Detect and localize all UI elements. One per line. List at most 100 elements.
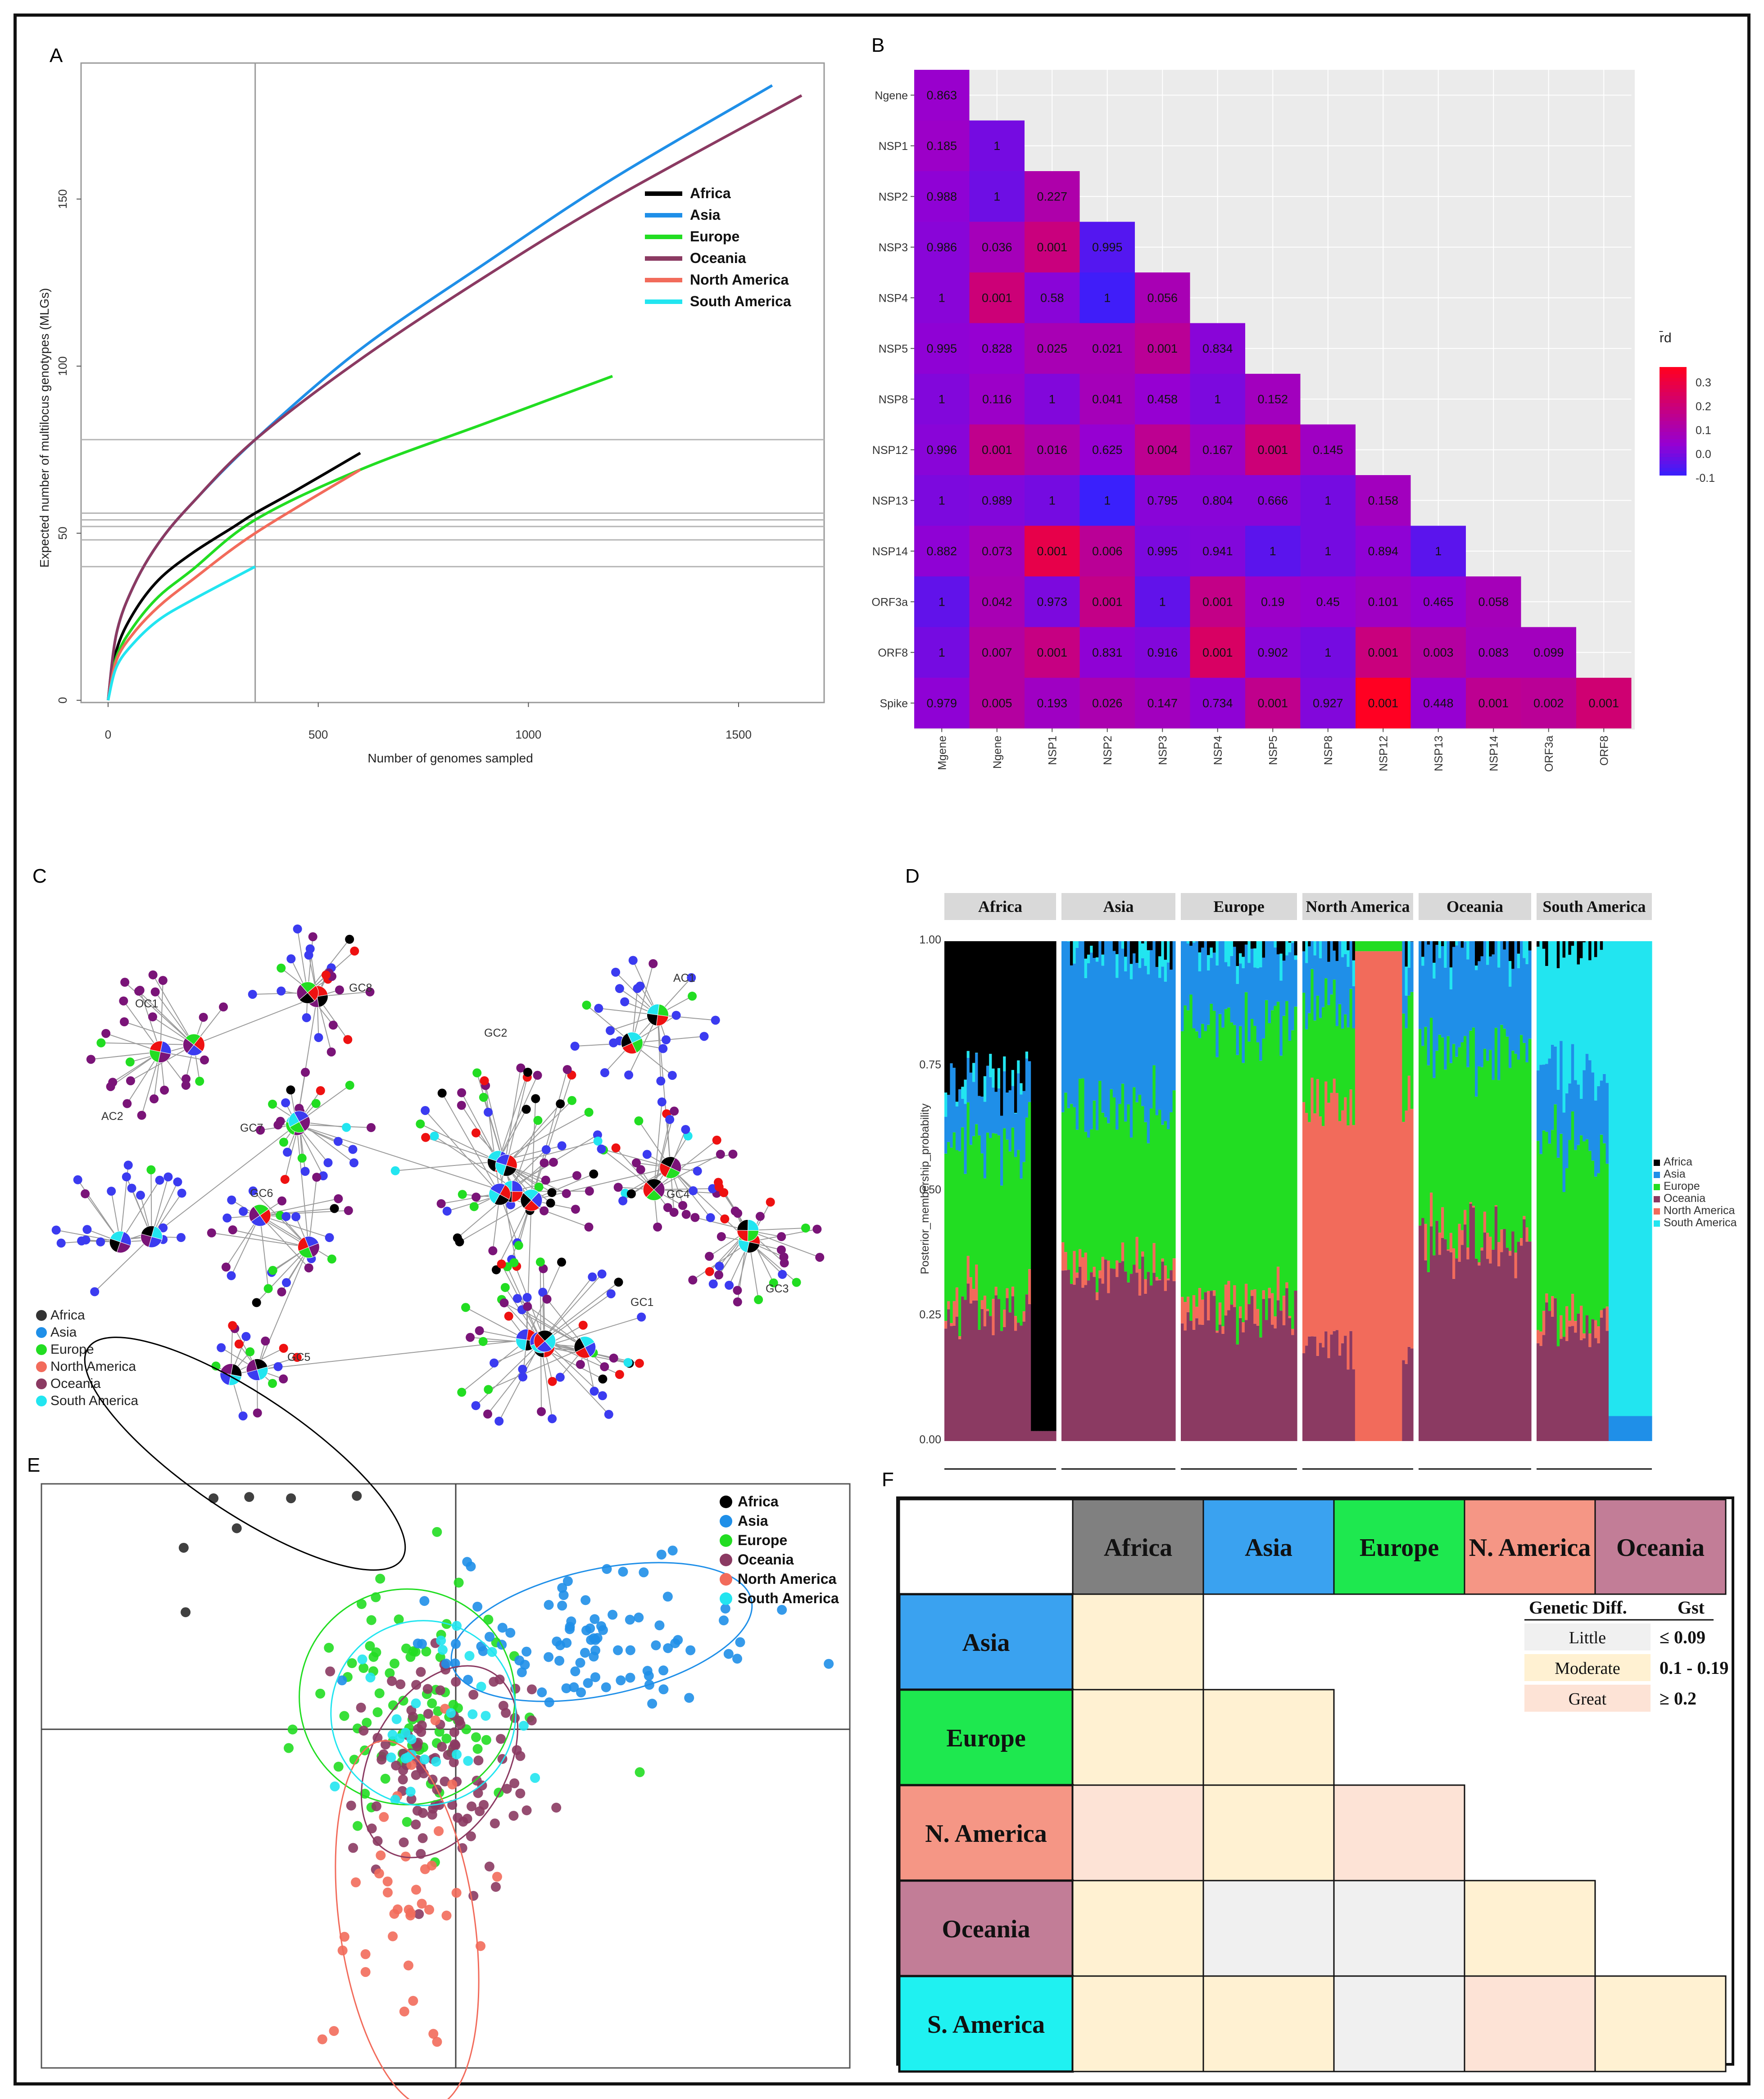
panel-f-gst-cell bbox=[1464, 1975, 1596, 2072]
panel-e-scatter-point bbox=[576, 1687, 586, 1698]
panel-d-bar-segment bbox=[1186, 1312, 1190, 1441]
panel-d-bar-segment bbox=[994, 1287, 998, 1296]
panel-d-bar-segment bbox=[955, 1287, 959, 1317]
panel-d-bar-segment bbox=[1338, 1356, 1342, 1441]
panel-d-bar-segment bbox=[1276, 941, 1280, 955]
panel-d-bar-segment bbox=[1198, 941, 1202, 952]
panel-e-scatter-point bbox=[395, 1679, 406, 1690]
panel-c-network-node bbox=[292, 1353, 302, 1362]
panel-d-bar-segment bbox=[1095, 941, 1099, 957]
panel-d-bar-segment bbox=[1347, 941, 1350, 951]
panel-d-bar-segment bbox=[1568, 1083, 1572, 1140]
panel-c-network-node bbox=[541, 1145, 551, 1154]
panel-b-row-label: NSP2 bbox=[879, 190, 908, 203]
panel-d-bar-segment bbox=[1121, 948, 1125, 1084]
panel-d-bar-segment bbox=[1116, 1277, 1119, 1441]
panel-b-legend-tick: 0.2 bbox=[1696, 400, 1711, 413]
panel-b-cell-value: 0.916 bbox=[1147, 646, 1178, 659]
panel-b-legend-gradient-step bbox=[1660, 410, 1687, 414]
panel-c-network-node bbox=[227, 1271, 236, 1280]
panel-b-cell-value: 0.001 bbox=[982, 443, 1012, 457]
panel-e-scatter-point bbox=[365, 1673, 376, 1683]
panel-d-bar-segment bbox=[983, 1102, 987, 1179]
panel-e-scatter-point bbox=[414, 1909, 424, 1919]
panel-b-heatmap-cell bbox=[1190, 627, 1245, 678]
panel-b-heatmap-cell bbox=[1410, 627, 1466, 678]
panel-d-bar-segment bbox=[975, 1053, 978, 1124]
panel-b-cell-value: 0.666 bbox=[1257, 494, 1288, 507]
panel-e-scatter-point bbox=[434, 1826, 444, 1836]
panel-d-bar-segment bbox=[992, 1299, 995, 1335]
panel-d-bar-segment bbox=[1008, 1312, 1012, 1441]
panel-d-bar-segment bbox=[1486, 1061, 1489, 1233]
panel-d-bar-segment bbox=[1022, 1311, 1026, 1322]
panel-b-heatmap-cell bbox=[1356, 678, 1411, 729]
panel-d-bar-segment bbox=[1158, 1279, 1161, 1280]
panel-a-series-line-europe bbox=[107, 375, 613, 701]
panel-e-scatter-point bbox=[317, 2034, 327, 2045]
panel-d-bar-segment bbox=[969, 1072, 973, 1145]
panel-a-legend-label: Europe bbox=[690, 228, 739, 245]
panel-d-bar-segment bbox=[1233, 947, 1237, 1025]
panel-d-bar-segment bbox=[1305, 1113, 1308, 1346]
panel-c-network-node bbox=[540, 1206, 549, 1215]
panel-b-heatmap-cell bbox=[1025, 475, 1080, 526]
panel-e-scatter-point bbox=[434, 1727, 444, 1737]
panel-d-bar-segment bbox=[1285, 1282, 1289, 1288]
panel-d-bar-segment bbox=[1399, 941, 1402, 952]
panel-d-bar-segment bbox=[1288, 943, 1292, 952]
panel-d-bar-segment bbox=[1605, 1306, 1609, 1331]
panel-f-column-header-label: Europe bbox=[1360, 1534, 1439, 1562]
panel-d-bar-segment bbox=[975, 1265, 978, 1301]
panel-d-bar-segment bbox=[1167, 1280, 1170, 1441]
panel-d-bar-segment bbox=[947, 1095, 950, 1142]
panel-d-bar-segment bbox=[1441, 1207, 1444, 1238]
panel-d-bar-segment bbox=[1333, 1079, 1336, 1331]
panel-d-bar-segment bbox=[1528, 1038, 1532, 1242]
panel-d-bar-segment bbox=[1497, 1242, 1501, 1266]
panel-d-bar-segment bbox=[1020, 1083, 1023, 1095]
panel-d-bar-segment bbox=[958, 941, 961, 1089]
panel-d-bar-segment bbox=[1070, 1283, 1073, 1441]
panel-c-network-node bbox=[523, 1067, 532, 1077]
panel-d-bar-segment bbox=[947, 941, 950, 1095]
panel-f-row-header-cell bbox=[898, 1784, 1074, 1882]
panel-b-legend-gradient-step bbox=[1660, 464, 1687, 468]
panel-d-bar-segment bbox=[1472, 1027, 1475, 1206]
panel-e-scatter-point bbox=[417, 1833, 428, 1843]
panel-d-bar-segment bbox=[1407, 1346, 1411, 1441]
panel-d-bar-segment bbox=[1101, 941, 1105, 955]
panel-d-bar-segment bbox=[952, 1068, 956, 1133]
panel-d-bar-segment bbox=[1201, 1024, 1205, 1300]
panel-f-corner-cell bbox=[898, 1499, 1074, 1595]
panel-d-bar-segment bbox=[966, 1283, 970, 1441]
panel-b-cell-value: 0.979 bbox=[926, 696, 957, 710]
panel-d-bar-segment bbox=[1116, 941, 1119, 954]
panel-e-scatter-point bbox=[411, 1680, 422, 1690]
panel-d-bar-segment bbox=[1458, 1224, 1461, 1262]
panel-b-legend-gradient-step bbox=[1660, 403, 1687, 407]
panel-d-bar-segment bbox=[1093, 1266, 1096, 1277]
panel-c-network-edge bbox=[748, 1230, 820, 1258]
panel-b-heatmap-cell bbox=[1135, 272, 1190, 323]
panel-a-y-tick-label: 0 bbox=[56, 697, 69, 703]
panel-e-scatter-point bbox=[449, 1727, 459, 1737]
panel-e-scatter-point bbox=[452, 1749, 462, 1759]
panel-b-heatmap-cell bbox=[914, 475, 970, 526]
panel-e-scatter-point bbox=[374, 1868, 384, 1879]
panel-b-heatmap-cell bbox=[1300, 576, 1356, 627]
panel-f-column-header-cell bbox=[1202, 1499, 1335, 1595]
panel-d-bar-segment bbox=[1444, 1239, 1447, 1441]
panel-c-network-node bbox=[725, 1281, 734, 1290]
panel-e-scatter-point bbox=[608, 1609, 618, 1620]
panel-c-legend-label: Oceania bbox=[50, 1376, 101, 1391]
panel-d-y-tick-label: 0.75 bbox=[919, 1059, 941, 1071]
panel-d-bar-segment bbox=[1424, 941, 1428, 1027]
panel-e-scatter-point bbox=[537, 1687, 547, 1698]
panel-d-bar-segment bbox=[1537, 947, 1540, 1071]
panel-d-bar-segment bbox=[1311, 969, 1314, 1078]
panel-d-bar-segment bbox=[1539, 1065, 1543, 1154]
panel-d-bar-segment bbox=[1525, 964, 1529, 1063]
panel-d-bar-segment bbox=[1497, 967, 1501, 1080]
